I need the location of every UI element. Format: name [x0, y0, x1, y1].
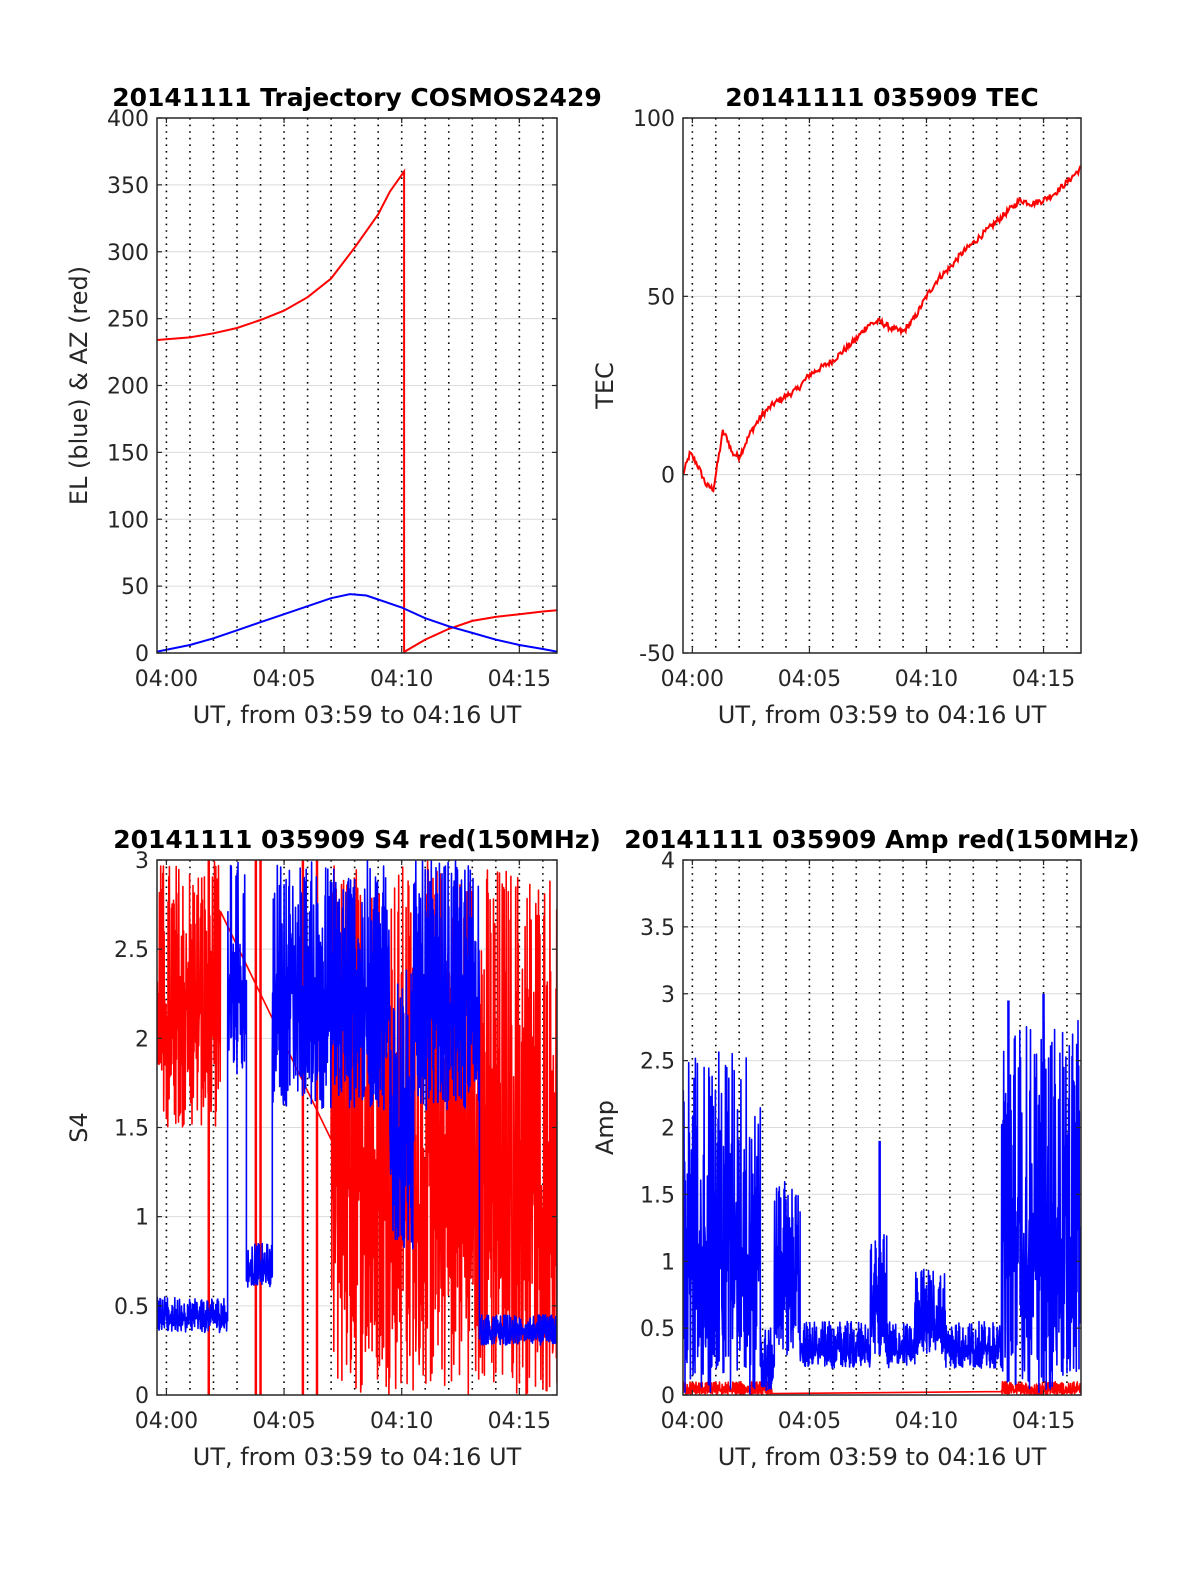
x-tick-label: 04:15: [488, 667, 551, 692]
chart-title: 20141111 Trajectory COSMOS2429: [112, 83, 602, 112]
x-tick-label: 04:15: [1012, 667, 1075, 692]
chart-title: 20141111 035909 S4 red(150MHz): [113, 825, 601, 854]
chart-traj: 0 50 100 150 200 250 300 350 400 04:00 04:05 04:10 0…: [65, 83, 602, 729]
y-tick-label: 50: [121, 575, 149, 600]
y-axis-label: TEC: [591, 362, 619, 410]
series-line: [157, 168, 557, 653]
y-tick-label: 150: [107, 441, 149, 466]
y-tick-label: 3.5: [640, 916, 675, 941]
y-tick-label: 0: [135, 642, 149, 667]
y-tick-label: 300: [107, 241, 149, 266]
chart-tec: -50 0 50 100 04:00 04:05 04:10 04:15 20141111 03…: [591, 83, 1082, 729]
plot-area: [157, 860, 557, 1395]
plot-area: [683, 165, 1081, 493]
x-axis-label: UT, from 03:59 to 04:16 UT: [718, 701, 1047, 729]
y-tick-label: 2.5: [114, 938, 149, 963]
y-tick-label: 2: [135, 1027, 149, 1052]
x-tick-label: 04:05: [778, 1409, 841, 1434]
y-tick-label: 0.5: [114, 1295, 149, 1320]
y-tick-label: 1: [661, 1250, 675, 1275]
x-tick-label: 04:05: [778, 667, 841, 692]
x-axis-label: UT, from 03:59 to 04:16 UT: [718, 1443, 1047, 1471]
x-tick-label: 04:10: [370, 667, 433, 692]
y-axis-label: EL (blue) & AZ (red): [65, 266, 93, 505]
series-line: [683, 1019, 1081, 1395]
y-tick-label: 2: [661, 1117, 675, 1142]
chart-s4: 0 0.5 1 1.5 2 2.5 3 04:00 04:05 04:10 04:15 2014111…: [65, 825, 601, 1471]
y-tick-label: 0: [661, 1384, 675, 1409]
x-tick-label: 04:00: [135, 1409, 198, 1434]
y-tick-label: 2.5: [640, 1050, 675, 1075]
plot-area: [683, 993, 1081, 1395]
chart-title: 20141111 035909 TEC: [725, 83, 1038, 112]
y-tick-label: 100: [633, 107, 675, 132]
y-tick-label: 400: [107, 107, 149, 132]
y-tick-label: 4: [661, 849, 675, 874]
series-line: [157, 593, 557, 653]
y-tick-label: 3: [661, 983, 675, 1008]
series-line: [683, 1380, 1081, 1395]
plot-area: [157, 168, 557, 653]
x-axis-label: UT, from 03:59 to 04:16 UT: [193, 701, 522, 729]
y-tick-label: 1.5: [114, 1117, 149, 1142]
y-tick-label: 100: [107, 508, 149, 533]
y-tick-label: 0: [135, 1384, 149, 1409]
y-tick-label: 0: [661, 464, 675, 489]
x-axis-label: UT, from 03:59 to 04:16 UT: [193, 1443, 522, 1471]
x-tick-label: 04:10: [370, 1409, 433, 1434]
x-tick-label: 04:15: [1012, 1409, 1075, 1434]
y-tick-label: 350: [107, 174, 149, 199]
y-axis-label: S4: [65, 1112, 93, 1143]
x-tick-label: 04:00: [135, 667, 198, 692]
y-tick-label: 1.5: [640, 1183, 675, 1208]
x-tick-label: 04:10: [895, 1409, 958, 1434]
axes-box: [682, 117, 1082, 654]
series-line: [157, 860, 557, 1346]
y-tick-label: 1: [135, 1206, 149, 1231]
x-tick-label: 04:10: [895, 667, 958, 692]
series-line: [683, 165, 1081, 493]
y-tick-label: 200: [107, 375, 149, 400]
x-tick-label: 04:15: [488, 1409, 551, 1434]
x-tick-label: 04:05: [252, 1409, 315, 1434]
y-tick-label: 3: [135, 849, 149, 874]
y-axis-label: Amp: [591, 1100, 619, 1155]
x-tick-label: 04:00: [661, 1409, 724, 1434]
x-tick-label: 04:05: [252, 667, 315, 692]
chart-title: 20141111 035909 Amp red(150MHz): [624, 825, 1140, 854]
x-tick-label: 04:00: [661, 667, 724, 692]
y-tick-label: -50: [639, 642, 675, 667]
chart-amp: 0 0.5 1 1.5 2 2.5 3 3.5 4 04:00 04:05 04:10 04:15 201…: [591, 825, 1140, 1471]
y-tick-label: 50: [647, 285, 675, 310]
y-tick-label: 0.5: [640, 1317, 675, 1342]
y-tick-label: 250: [107, 308, 149, 333]
